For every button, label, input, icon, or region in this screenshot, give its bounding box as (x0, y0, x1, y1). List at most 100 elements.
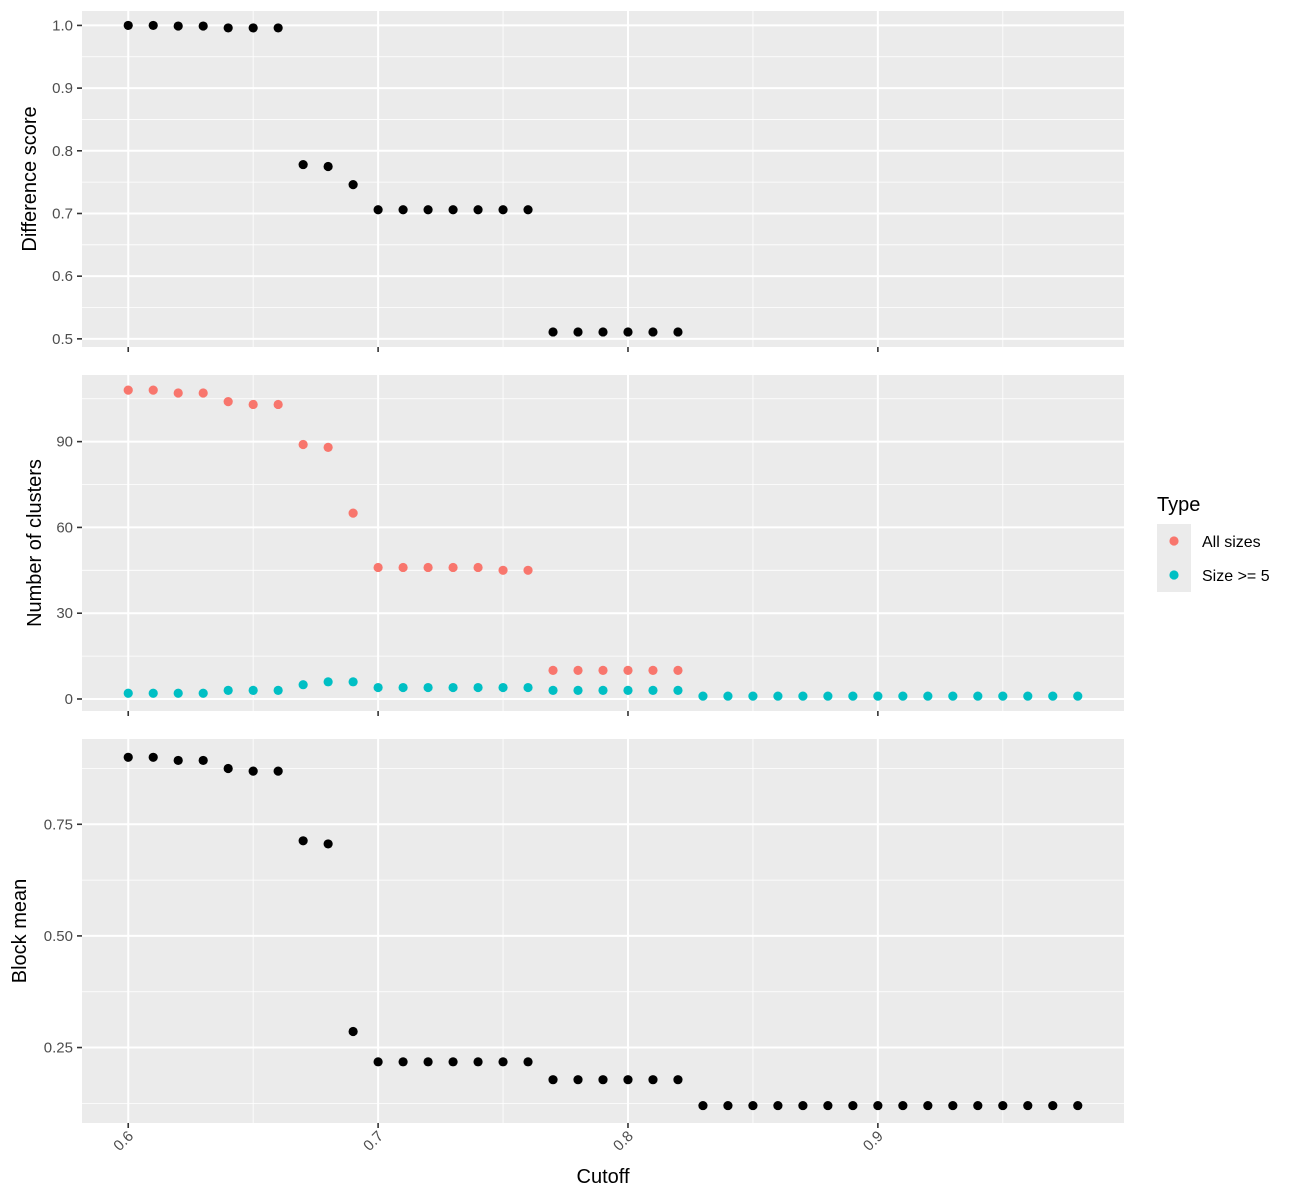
data-point (423, 205, 433, 215)
panel-1: 0.5 0.6 0.7 0.8 0.9 1.0 Difference score (19, 11, 1124, 352)
data-point (473, 682, 483, 693)
y-tick-label: 90 (56, 434, 73, 451)
data-point (1048, 1100, 1058, 1111)
data-point (348, 677, 358, 687)
y-tick-label: 1.0 (52, 17, 73, 34)
data-point (423, 1057, 433, 1067)
data-point (773, 1100, 783, 1111)
data-point (248, 685, 258, 696)
data-point (748, 691, 758, 701)
data-point (1023, 1100, 1033, 1111)
data-point (373, 205, 383, 215)
data-point (498, 682, 508, 693)
data-point (398, 562, 408, 573)
data-point (348, 508, 358, 518)
data-point (948, 1100, 958, 1111)
data-point (698, 691, 708, 701)
data-point (148, 385, 158, 395)
series-1 (123, 20, 683, 337)
data-point (898, 1100, 908, 1111)
data-point (673, 665, 683, 675)
data-point (398, 205, 408, 215)
x-axis: 0.6 0.7 0.8 0.9 (110, 1128, 886, 1155)
data-point (723, 1100, 733, 1111)
data-point (973, 1100, 983, 1111)
data-point (548, 1075, 558, 1085)
data-point (173, 688, 183, 698)
legend-label: Size >= 5 (1202, 568, 1270, 585)
x-tick-label: 0.9 (860, 1128, 887, 1155)
legend-entry: Size >= 5 (1157, 558, 1270, 592)
data-point (623, 665, 633, 675)
data-point (623, 1075, 633, 1085)
data-point (823, 691, 833, 701)
data-point (173, 388, 183, 398)
data-point (848, 691, 858, 701)
data-point (448, 562, 458, 573)
data-point (998, 1100, 1008, 1111)
data-point (548, 327, 558, 337)
data-point (473, 205, 483, 215)
panel-background (82, 375, 1124, 711)
data-point (773, 691, 783, 701)
data-point (248, 23, 258, 33)
data-point (573, 685, 583, 696)
data-point (998, 691, 1008, 701)
data-point (848, 1100, 858, 1111)
data-point (298, 836, 308, 846)
data-point (873, 1100, 883, 1111)
data-point (198, 388, 208, 398)
data-point (923, 1100, 933, 1111)
data-point (373, 1057, 383, 1067)
data-point (948, 691, 958, 701)
data-point (148, 688, 158, 698)
data-point (273, 23, 283, 33)
data-point (123, 20, 133, 31)
data-point (648, 665, 658, 675)
data-point (123, 688, 133, 698)
legend-key-point (1169, 570, 1179, 580)
data-point (123, 752, 133, 762)
data-point (223, 685, 233, 696)
data-point (548, 685, 558, 696)
data-point (248, 399, 258, 410)
data-point (323, 839, 333, 849)
series-2 (123, 677, 1083, 701)
data-point (348, 1026, 358, 1037)
series-1 (123, 385, 683, 675)
data-point (273, 685, 283, 696)
data-point (523, 1057, 533, 1067)
data-point (648, 1075, 658, 1085)
data-point (573, 1075, 583, 1085)
legend-items: All sizes Size >= 5 (1157, 524, 1270, 592)
data-point (323, 161, 333, 172)
data-point (523, 682, 533, 693)
data-point (448, 682, 458, 693)
data-point (448, 205, 458, 215)
y-axis-title: Block mean (9, 879, 31, 984)
data-point (823, 1100, 833, 1111)
data-point (473, 1057, 483, 1067)
data-point (223, 763, 233, 774)
data-point (398, 682, 408, 693)
data-point (798, 691, 808, 701)
data-point (348, 180, 358, 190)
data-point (148, 20, 158, 31)
data-point (398, 1057, 408, 1067)
data-point (973, 691, 983, 701)
data-point (898, 691, 908, 701)
data-point (598, 665, 608, 675)
data-point (198, 688, 208, 698)
y-tick-label: 0.25 (44, 1040, 73, 1057)
panel-2: 0 30 60 90 Number of clusters (24, 375, 1124, 716)
data-point (298, 680, 308, 690)
data-point (248, 766, 258, 776)
y-tick-label: 0.6 (52, 268, 73, 285)
data-point (573, 327, 583, 337)
data-point (1023, 691, 1033, 701)
data-point (598, 1075, 608, 1085)
data-point (623, 327, 633, 337)
y-tick-label: 30 (56, 605, 73, 622)
data-point (923, 691, 933, 701)
